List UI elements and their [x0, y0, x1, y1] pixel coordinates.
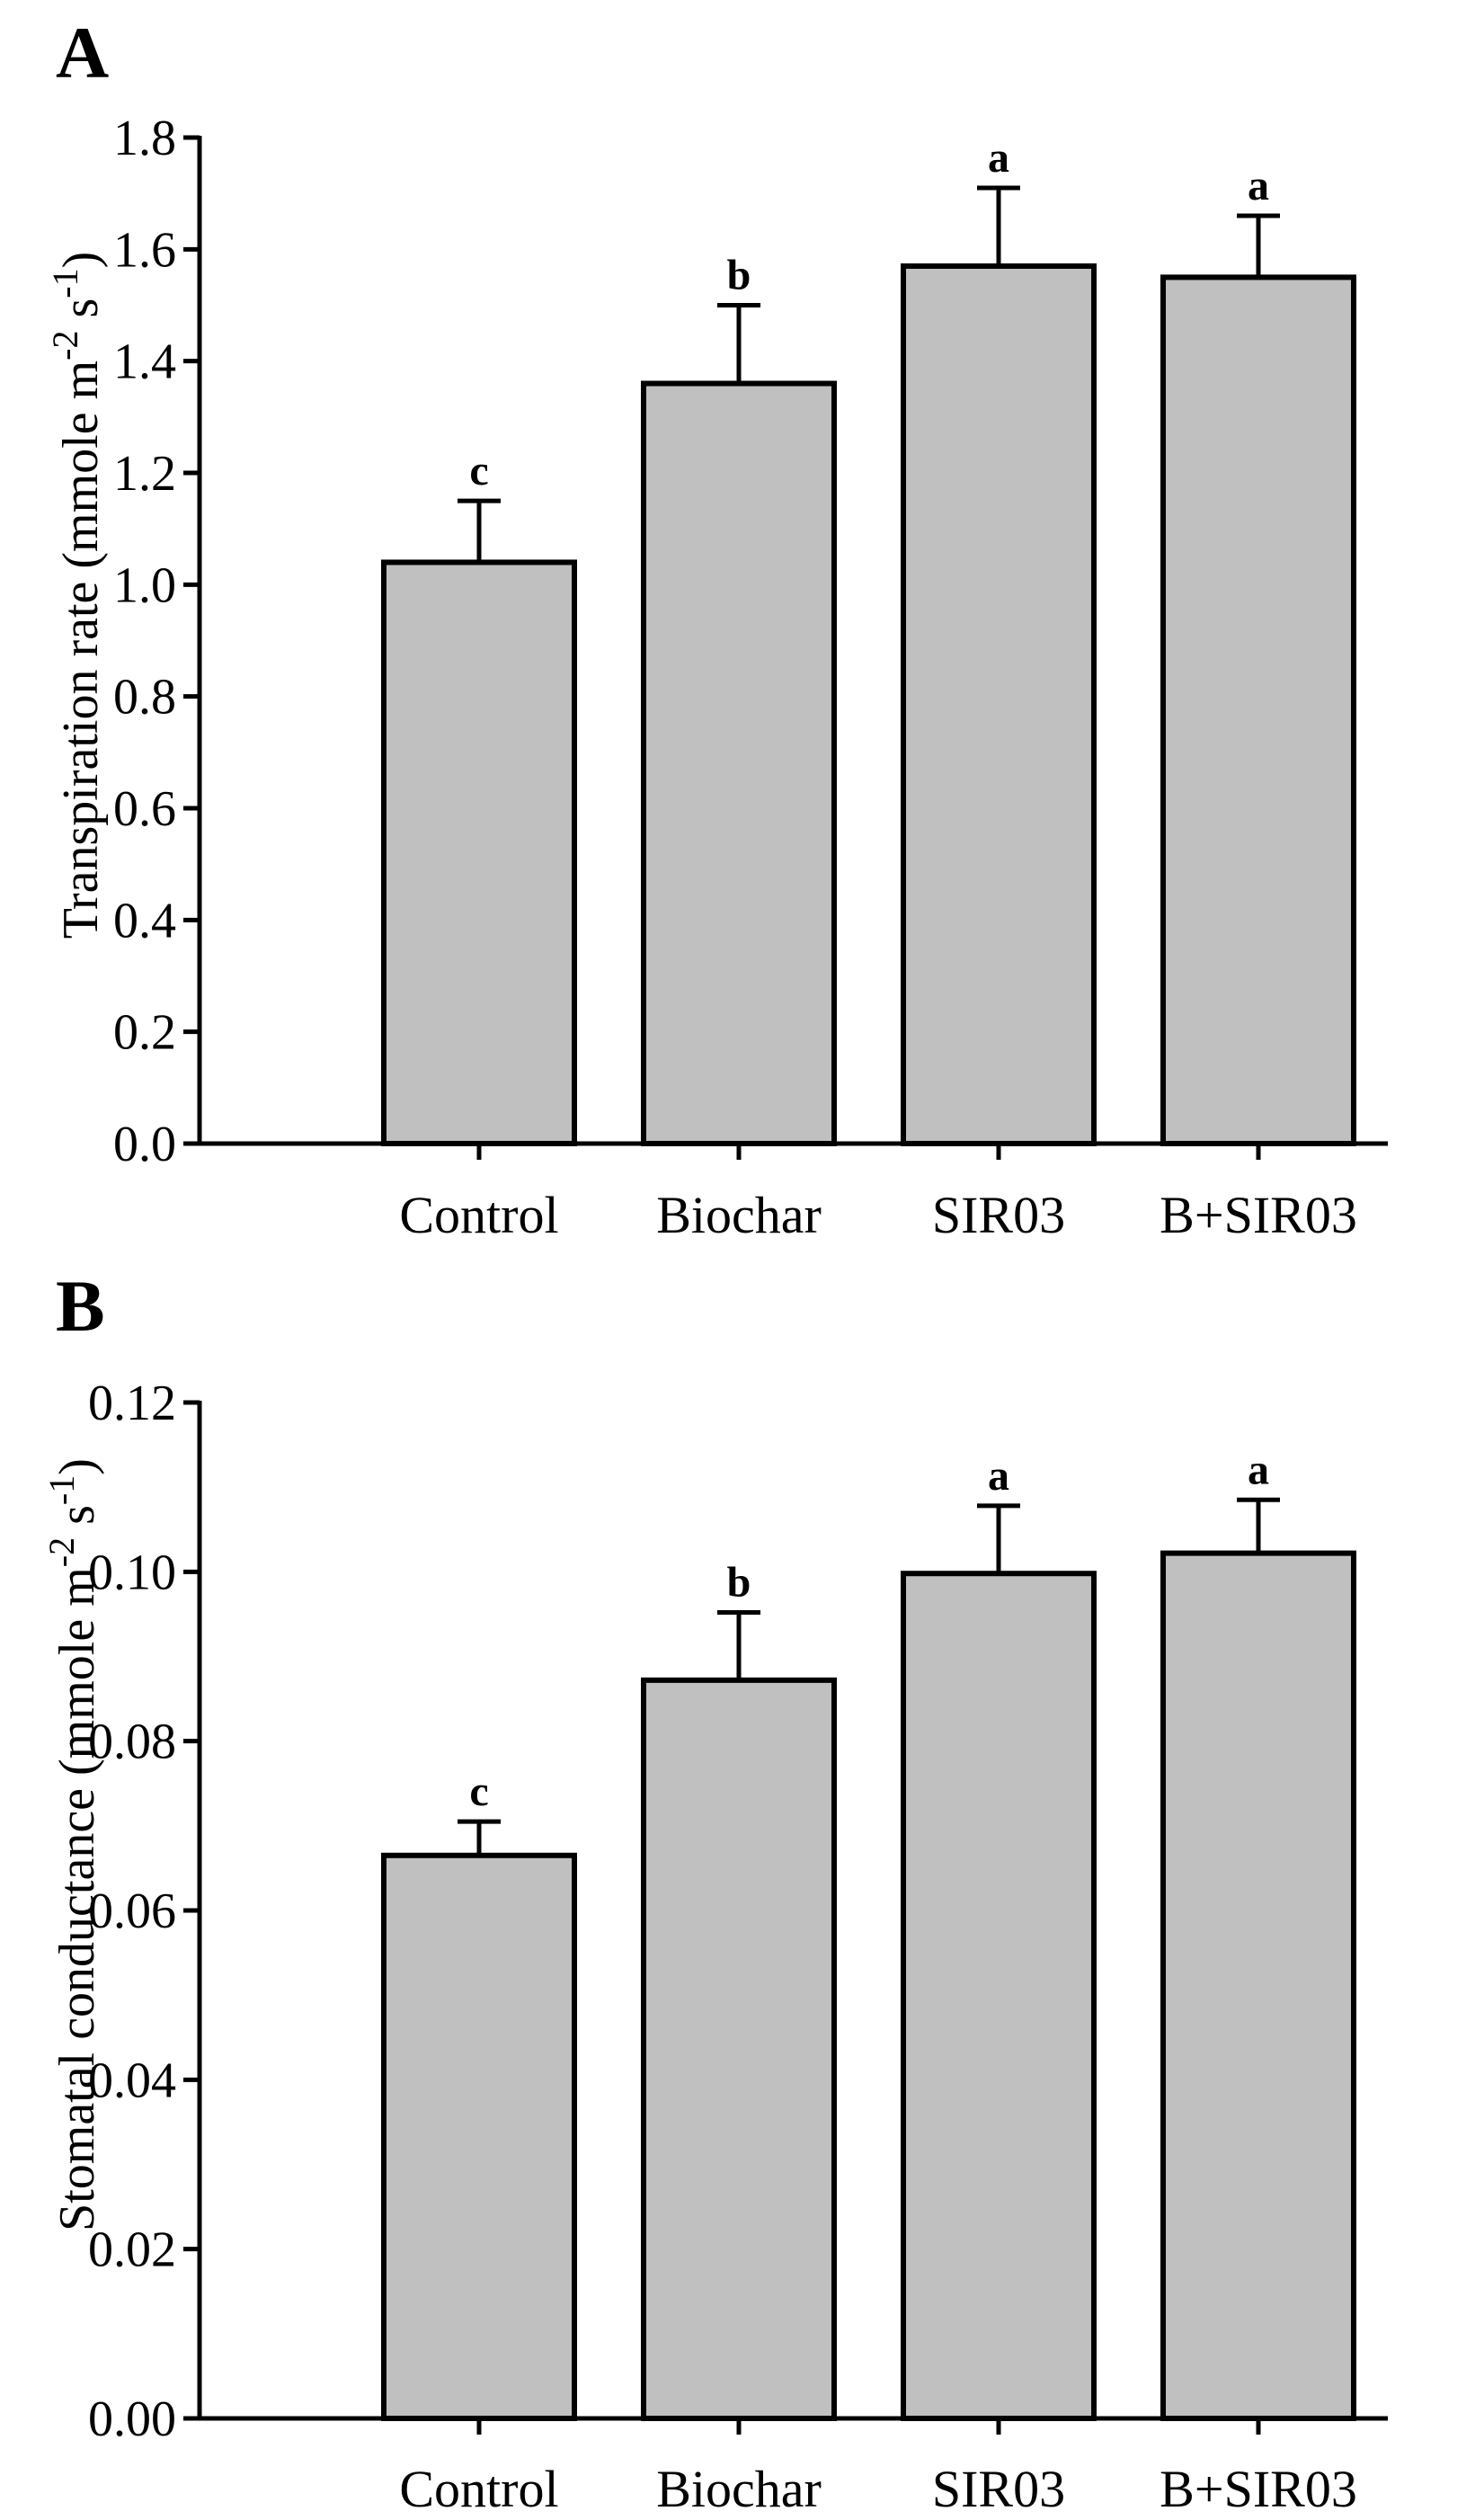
y-tick-label-a: 1.6 — [113, 222, 176, 278]
bar-b-sir03 — [1160, 1550, 1356, 2422]
x-category-label-b: Biochar — [656, 2460, 822, 2518]
plot-area-a: 0.0 0.2 0.4 0.6 0.8 1.0 1.2 1.4 1.6 1.8 c Control b B… — [113, 111, 1388, 1244]
y-axis-title-b: Stomatal conductance (mmole m-2 s-1) — [41, 1458, 106, 2231]
significance-label: a — [1248, 162, 1269, 209]
significance-label: a — [1248, 1446, 1269, 1493]
bar-control — [381, 559, 577, 1146]
panel-label-a: A — [56, 12, 109, 93]
y-tick-label-a: 0.4 — [113, 893, 176, 948]
y-tick-label-b: 0.04 — [88, 2053, 176, 2108]
y-tick-label-a: 1.4 — [113, 334, 176, 390]
bar-b-sir03 — [1160, 274, 1356, 1146]
y-tick-label-a: 0.6 — [113, 781, 176, 837]
significance-label: c — [469, 447, 488, 494]
significance-label: a — [988, 134, 1009, 182]
panel-a: A Transpiration rate (mmole m-2 s-1) 0.0… — [45, 12, 1388, 1244]
significance-label: a — [988, 1452, 1009, 1500]
bar-sir03 — [901, 263, 1097, 1146]
x-category-label-a: Biochar — [656, 1186, 822, 1244]
x-category-label-b: SIR03 — [932, 2460, 1065, 2518]
y-tick-label-a: 1.8 — [113, 111, 176, 166]
x-category-label-a: SIR03 — [932, 1186, 1065, 1244]
y-tick-label-a: 1.0 — [113, 557, 176, 613]
panel-b: B Stomatal conductance (mmole m-2 s-1) 0… — [41, 1265, 1388, 2518]
y-tick-label-a: 0.0 — [113, 1117, 176, 1172]
bar-biochar — [641, 1677, 837, 2422]
y-tick-label-a: 1.2 — [113, 446, 176, 502]
bar-sir03 — [901, 1571, 1097, 2421]
x-category-label-a: Control — [399, 1186, 558, 1244]
y-tick-label-b: 0.02 — [88, 2222, 176, 2278]
significance-label: b — [727, 252, 751, 299]
y-tick-label-b: 0.12 — [88, 1376, 176, 1431]
y-tick-label-b: 0.10 — [88, 1545, 176, 1600]
y-tick-label-b: 0.08 — [88, 1714, 176, 1770]
y-tick-label-a: 0.8 — [113, 670, 176, 726]
y-tick-label-b: 0.06 — [88, 1883, 176, 1939]
bar-control — [381, 1852, 577, 2422]
significance-label: c — [469, 1768, 488, 1815]
significance-label: b — [727, 1559, 751, 1607]
x-category-label-b: Control — [399, 2460, 558, 2518]
bar-biochar — [641, 380, 837, 1146]
y-axis-title-a: Transpiration rate (mmole m-2 s-1) — [45, 252, 110, 939]
panel-label-b: B — [56, 1265, 105, 1347]
x-category-label-a: B+SIR03 — [1160, 1186, 1357, 1244]
y-tick-label-b: 0.00 — [88, 2391, 176, 2447]
plot-area-b: 0.00 0.02 0.04 0.06 0.08 0.10 0.12 c Control b Bio… — [88, 1376, 1388, 2518]
y-tick-label-a: 0.2 — [113, 1005, 176, 1061]
x-category-label-b: B+SIR03 — [1160, 2460, 1357, 2518]
